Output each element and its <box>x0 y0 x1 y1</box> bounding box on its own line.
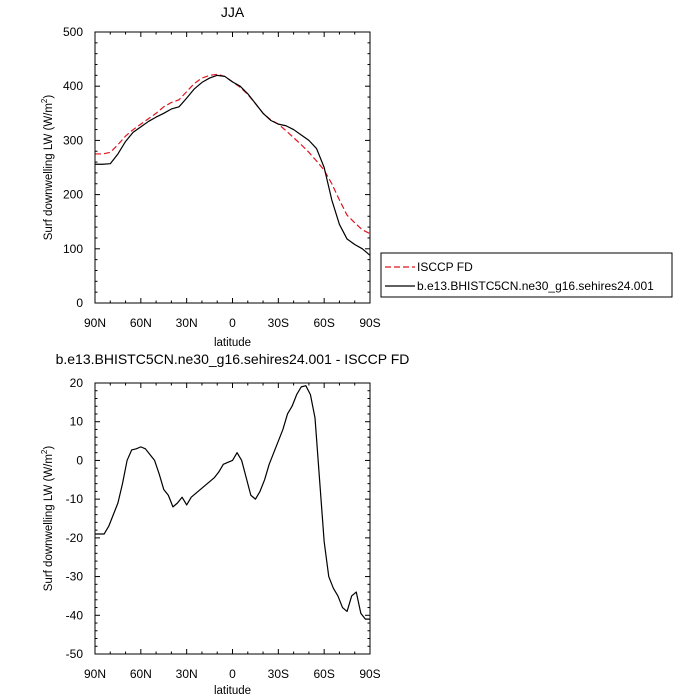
x-tick-label: 60N <box>130 316 152 330</box>
y-axis-title-main: Surf downwelling LW (W/m <box>43 103 55 240</box>
x-tick-label: 30N <box>176 667 198 681</box>
y-tick-label: 200 <box>63 188 83 202</box>
legend-label-isccp: ISCCP FD <box>417 260 473 274</box>
chart-bottom: b.e13.BHISTC5CN.ne30_g16.sehires24.001 -… <box>40 351 409 697</box>
y-tick-label: -50 <box>66 647 84 661</box>
x-tick-label: 60S <box>313 316 334 330</box>
y-axis-title: Surf downwelling LW (W/m2) <box>40 446 55 592</box>
x-tick-label: 60N <box>130 667 152 681</box>
y-tick-label: -10 <box>66 492 84 506</box>
x-tick-label: 30S <box>268 316 289 330</box>
x-tick-label: 30S <box>268 667 289 681</box>
y-tick-label: 100 <box>63 242 83 256</box>
plot-frame <box>94 382 371 655</box>
chart-top: JJA 0 100 200 300 400 500 90N 60N 30N 0 30S 60S 90S la… <box>40 4 381 349</box>
legend: ISCCP FD b.e13.BHISTC5CN.ne30_g16.sehires… <box>380 252 673 298</box>
y-tick-label: 300 <box>63 133 83 147</box>
y-tick-label: 400 <box>63 79 83 93</box>
series-line-model <box>95 385 370 620</box>
x-tick-label: 90S <box>359 316 380 330</box>
legend-box <box>380 252 673 298</box>
y-axis-title: Surf downwelling LW (W/m2) <box>40 95 55 241</box>
y-tick-label: 10 <box>70 415 84 429</box>
x-axis-title: latitude <box>214 685 251 697</box>
x-tick-label: 60S <box>313 667 334 681</box>
y-tick-label: 0 <box>76 296 83 310</box>
series-line-model <box>95 74 371 256</box>
y-tick-label: 500 <box>63 25 83 39</box>
chart-title: JJA <box>221 4 245 20</box>
x-tick-label: 90S <box>359 667 380 681</box>
x-tick-label: 90N <box>84 667 106 681</box>
x-tick-label: 90N <box>84 316 106 330</box>
y-axis-title-sup: 2 <box>40 449 49 454</box>
y-axis-title-sup: 2 <box>40 98 49 103</box>
y-tick-label: -30 <box>66 570 84 584</box>
plot-frame <box>94 31 371 304</box>
x-axis-title: latitude <box>214 337 251 349</box>
y-tick-label: -40 <box>66 608 84 622</box>
series-line-isccp <box>95 73 371 235</box>
y-tick-label: 20 <box>70 376 84 390</box>
chart-title: b.e13.BHISTC5CN.ne30_g16.sehires24.001 -… <box>56 351 410 367</box>
y-axis-title-end: ) <box>43 446 55 450</box>
x-tick-label: 0 <box>229 667 236 681</box>
y-tick-label: 0 <box>76 453 83 467</box>
y-axis-title-end: ) <box>43 95 55 99</box>
y-axis-title-main: Surf downwelling LW (W/m <box>43 454 55 591</box>
x-tick-label: 0 <box>229 316 236 330</box>
x-tick-label: 30N <box>176 316 198 330</box>
y-tick-label: -20 <box>66 531 84 545</box>
legend-label-model: b.e13.BHISTC5CN.ne30_g16.sehires24.001 <box>417 279 654 293</box>
